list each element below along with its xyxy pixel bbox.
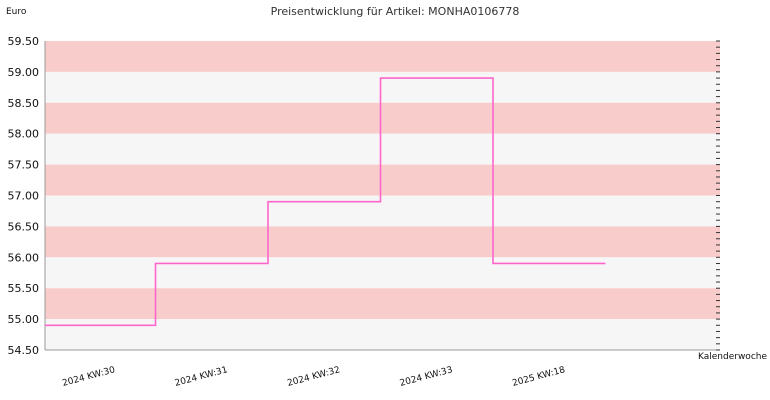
y-tick-label: 58.50 [8,97,40,110]
y-tick-label: 54.50 [8,344,40,357]
y-tick-label: 57.50 [8,159,40,172]
y-tick-label: 55.00 [8,313,40,326]
y-axis-ticks: 54.50 55.00 55.50 56.00 56.50 57.00 57.50 58.00… [8,35,40,357]
x-tick-label: 2024 KW:30 [61,365,116,389]
x-tick-label: 2024 KW:32 [286,365,341,389]
grid-band [45,257,720,289]
grid-band [45,288,720,320]
x-tick-label: 2025 KW:18 [511,365,566,389]
y-tick-label: 57.00 [8,190,40,203]
grid-band [45,102,720,134]
grid-band [45,226,720,258]
y-tick-label: 59.00 [8,66,40,79]
x-axis-label: Kalenderwoche [698,352,767,362]
x-axis-ticks: 2024 KW:30 2024 KW:31 2024 KW:32 2024 KW:33… [61,365,566,389]
x-tick-label: 2024 KW:33 [399,365,454,389]
y-tick-label: 56.00 [8,251,40,264]
grid-band [45,41,720,72]
grid-band [45,133,720,165]
y-axis-label: Euro [6,7,27,17]
chart-title: Preisentwicklung für Artikel: MONHA01067… [271,5,520,18]
y-tick-label: 59.50 [8,35,40,48]
grid-band [45,164,720,196]
series-layer [45,77,606,327]
grid-bands [45,41,720,350]
x-tick-label: 2024 KW:31 [174,365,229,389]
axes [44,40,720,351]
y-tick-label: 58.00 [8,128,40,141]
grid-band [45,195,720,227]
grid-band [45,71,720,103]
y-tick-label: 55.50 [8,282,40,295]
y-tick-label: 56.50 [8,220,40,233]
grid-band [45,319,720,350]
